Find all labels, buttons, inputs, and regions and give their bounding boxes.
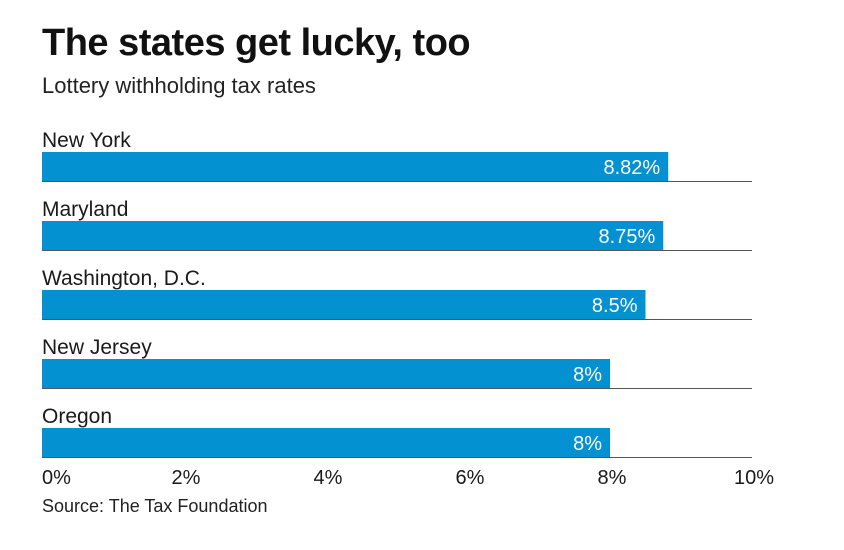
bar-value-label: 8.82% <box>604 157 661 179</box>
bar-value-label: 8% <box>573 364 602 386</box>
chart-subtitle: Lottery withholding tax rates <box>42 73 316 98</box>
category-label: Washington, D.C. <box>42 267 206 290</box>
x-tick-label: 10% <box>734 467 774 489</box>
x-tick-label: 0% <box>42 467 71 489</box>
chart-title: The states get lucky, too <box>42 22 471 64</box>
bar <box>42 290 646 319</box>
category-label: Oregon <box>42 405 112 428</box>
bar <box>42 221 664 250</box>
x-tick-label: 2% <box>172 467 201 489</box>
category-label: Maryland <box>42 198 128 221</box>
bar <box>42 152 669 181</box>
x-tick-label: 4% <box>314 467 343 489</box>
bar <box>42 428 610 457</box>
bar-value-label: 8.75% <box>599 226 656 248</box>
bar <box>42 359 610 388</box>
category-label: New Jersey <box>42 336 152 359</box>
bar-value-label: 8.5% <box>592 295 638 317</box>
source-note: Source: The Tax Foundation <box>42 496 268 516</box>
category-label: New York <box>42 129 131 152</box>
x-tick-label: 8% <box>598 467 627 489</box>
bar-value-label: 8% <box>573 433 602 455</box>
x-tick-label: 6% <box>456 467 485 489</box>
